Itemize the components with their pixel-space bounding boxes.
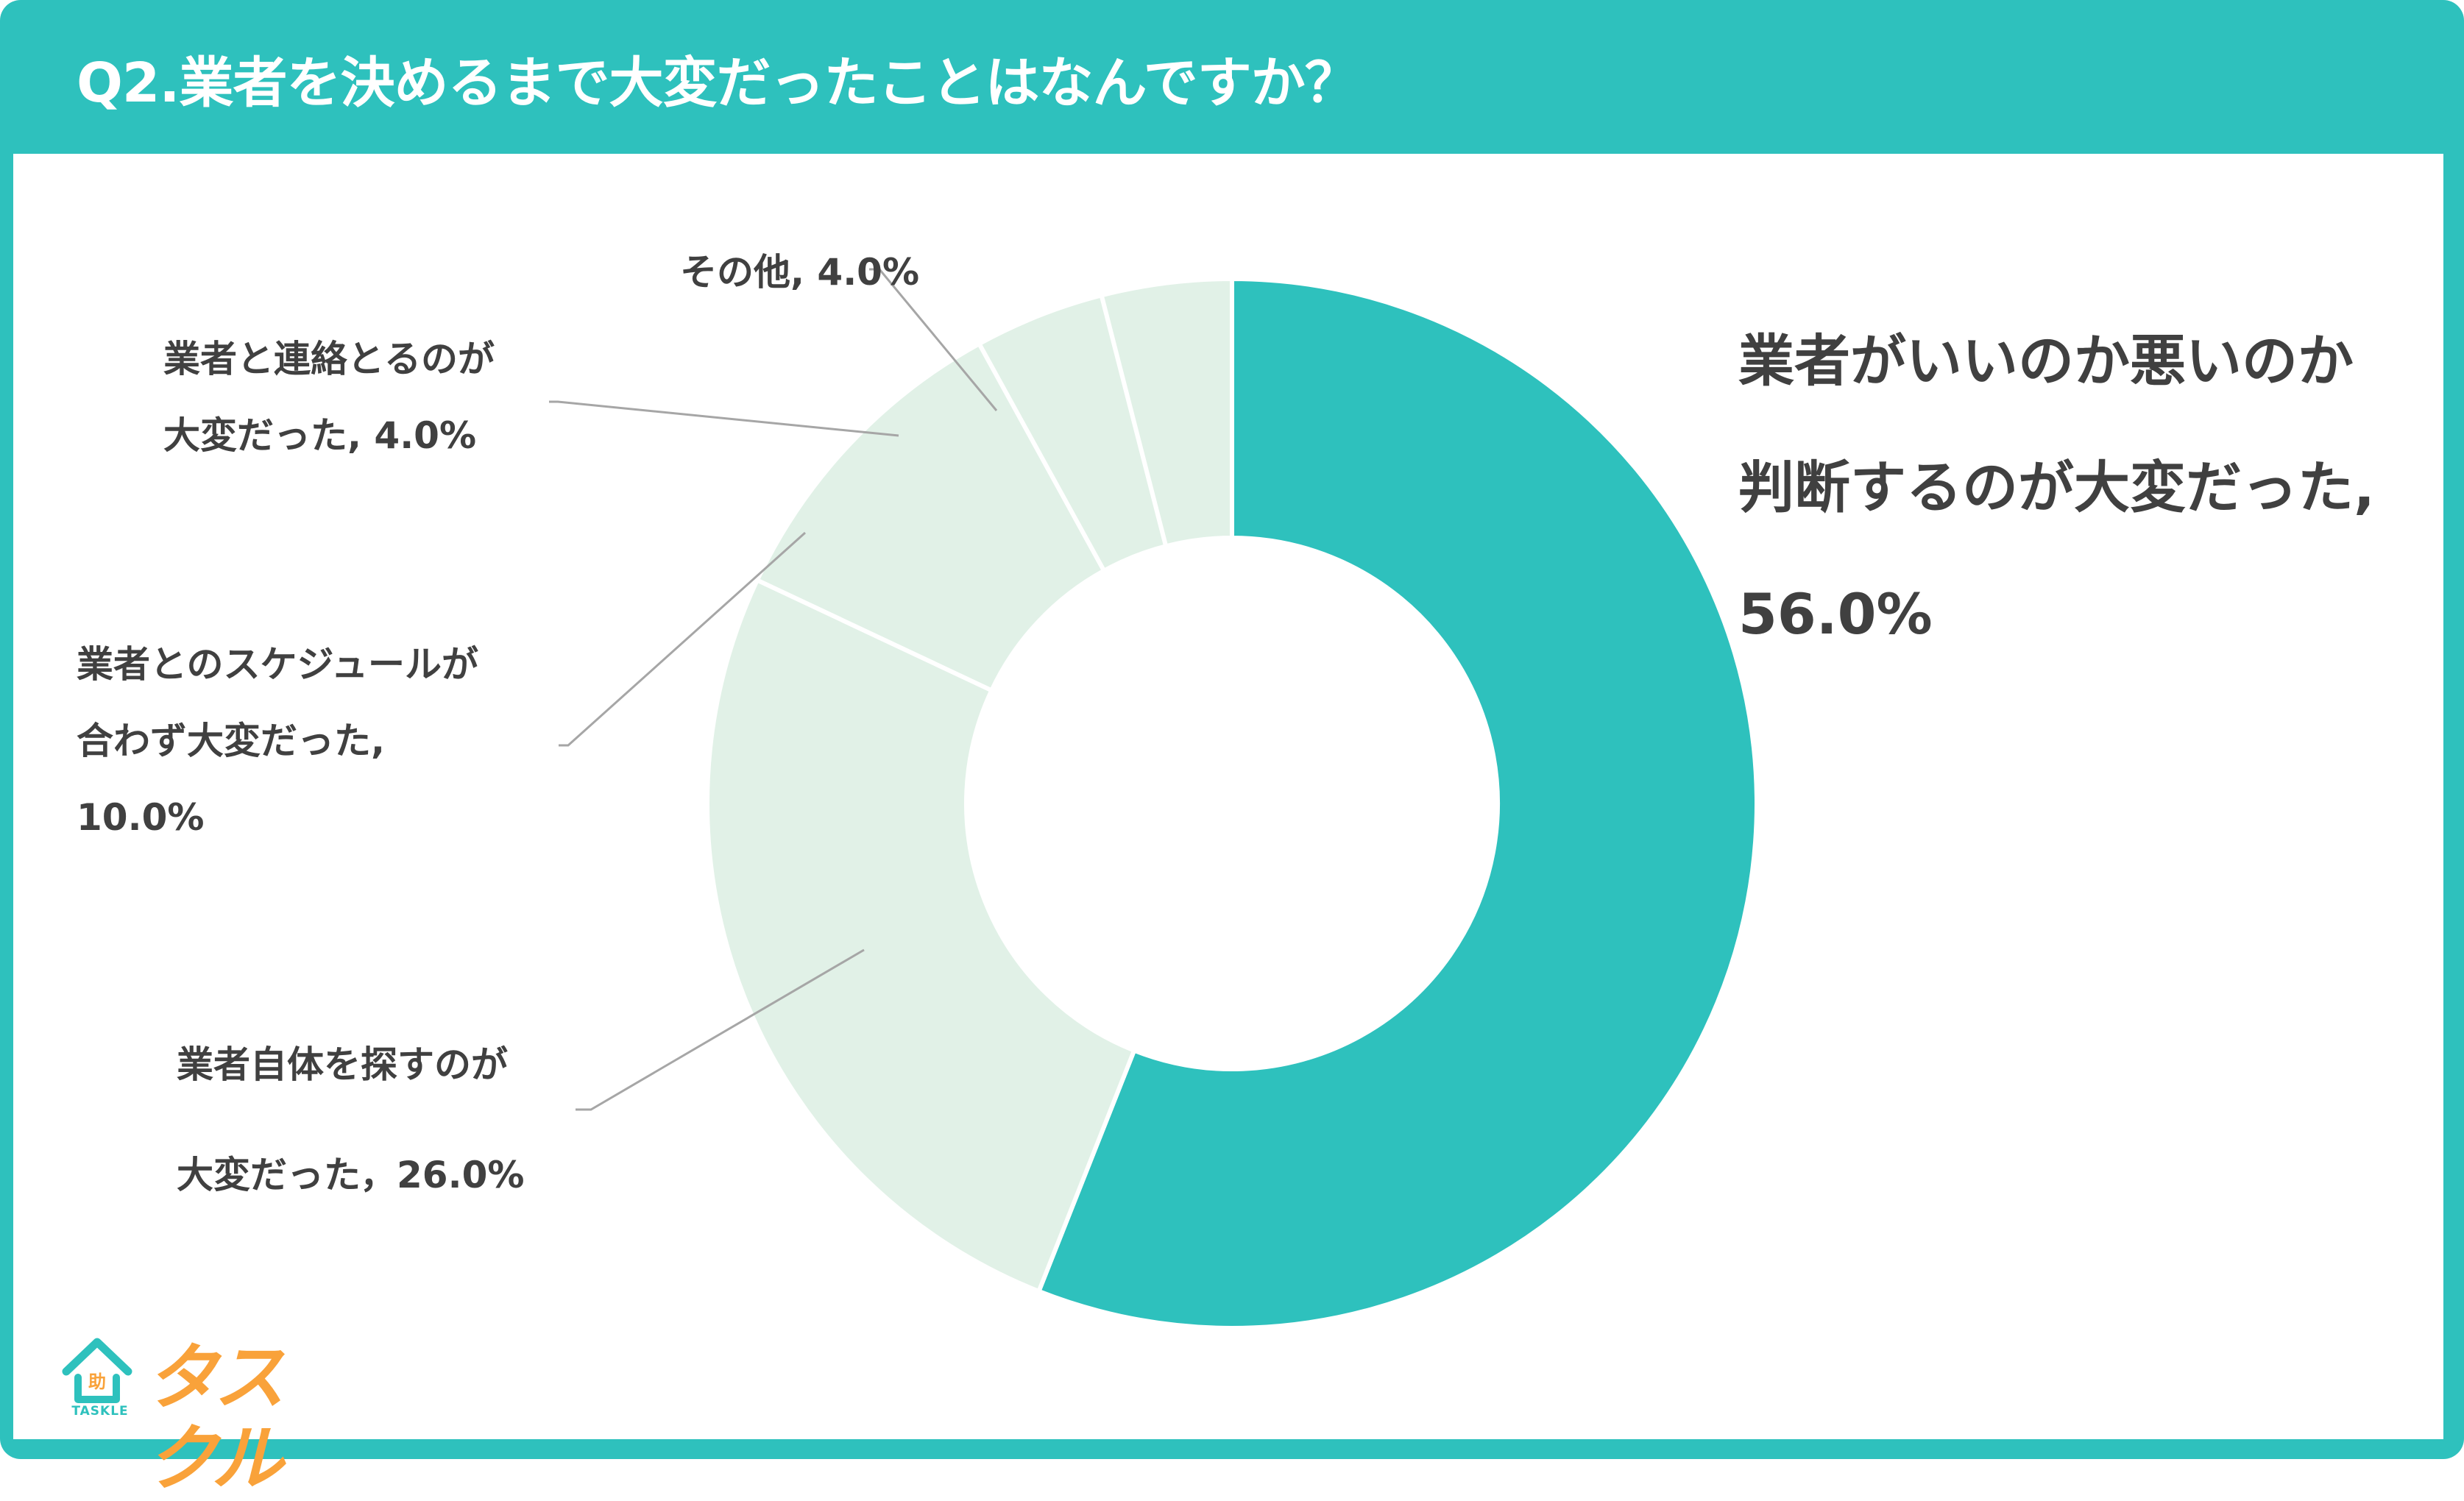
data-label-line: 56.0%	[1738, 581, 1933, 647]
data-label-line: 10.0%	[77, 796, 205, 839]
data-label-line: 業者自体を探すのが	[177, 1043, 508, 1086]
house-icon	[62, 1338, 132, 1403]
donut-slice	[1099, 276, 1234, 549]
data-label-line: 合わず大変だった,	[77, 720, 385, 762]
taskle-logo: 助 TASKLE タスクル	[60, 1333, 325, 1501]
donut-slices	[705, 276, 1759, 1330]
donut-chart	[549, 268, 1759, 1330]
donut-slice	[705, 577, 1138, 1294]
leader-line	[869, 268, 998, 411]
logo-kanji: 助	[88, 1372, 106, 1392]
logo-wordmark: タスクル	[146, 1336, 286, 1501]
leader-line	[559, 531, 807, 747]
data-label-search: 業者自体を探すのが 大変だった，26.0%	[177, 1009, 524, 1230]
data-label-line: 業者とのスケジュールが	[77, 643, 478, 686]
data-label-other: その他, 4.0%	[680, 234, 919, 311]
data-label-line: その他, 4.0%	[680, 251, 920, 294]
data-label-line: 業者と連絡とるのが	[163, 338, 495, 380]
leader-line	[576, 948, 865, 1111]
donut-slice	[754, 341, 1108, 694]
data-label-main: 業者がいいのか悪いのか 判断するのが大変だった, 56.0%	[1738, 298, 2375, 678]
chart-title: Q2.業者を決めるまで大変だったことはなんですか？	[77, 52, 1359, 115]
logo-caption: TASKLE	[71, 1404, 129, 1419]
leader-lines	[549, 268, 998, 1111]
donut-slice	[1035, 276, 1759, 1330]
data-label-contact: 業者と連絡とるのが 大変だった, 4.0%	[163, 321, 495, 474]
data-label-line: 業者がいいのか悪いのか	[1738, 328, 2354, 394]
data-label-line: 大変だった, 4.0%	[163, 414, 477, 457]
data-label-line: 大変だった，26.0%	[177, 1154, 525, 1196]
leader-line	[549, 400, 899, 437]
data-label-line: 判断するのが大変だった,	[1738, 455, 2375, 520]
data-label-schedule: 業者とのスケジュールが 合わず大変だった, 10.0%	[77, 626, 478, 856]
